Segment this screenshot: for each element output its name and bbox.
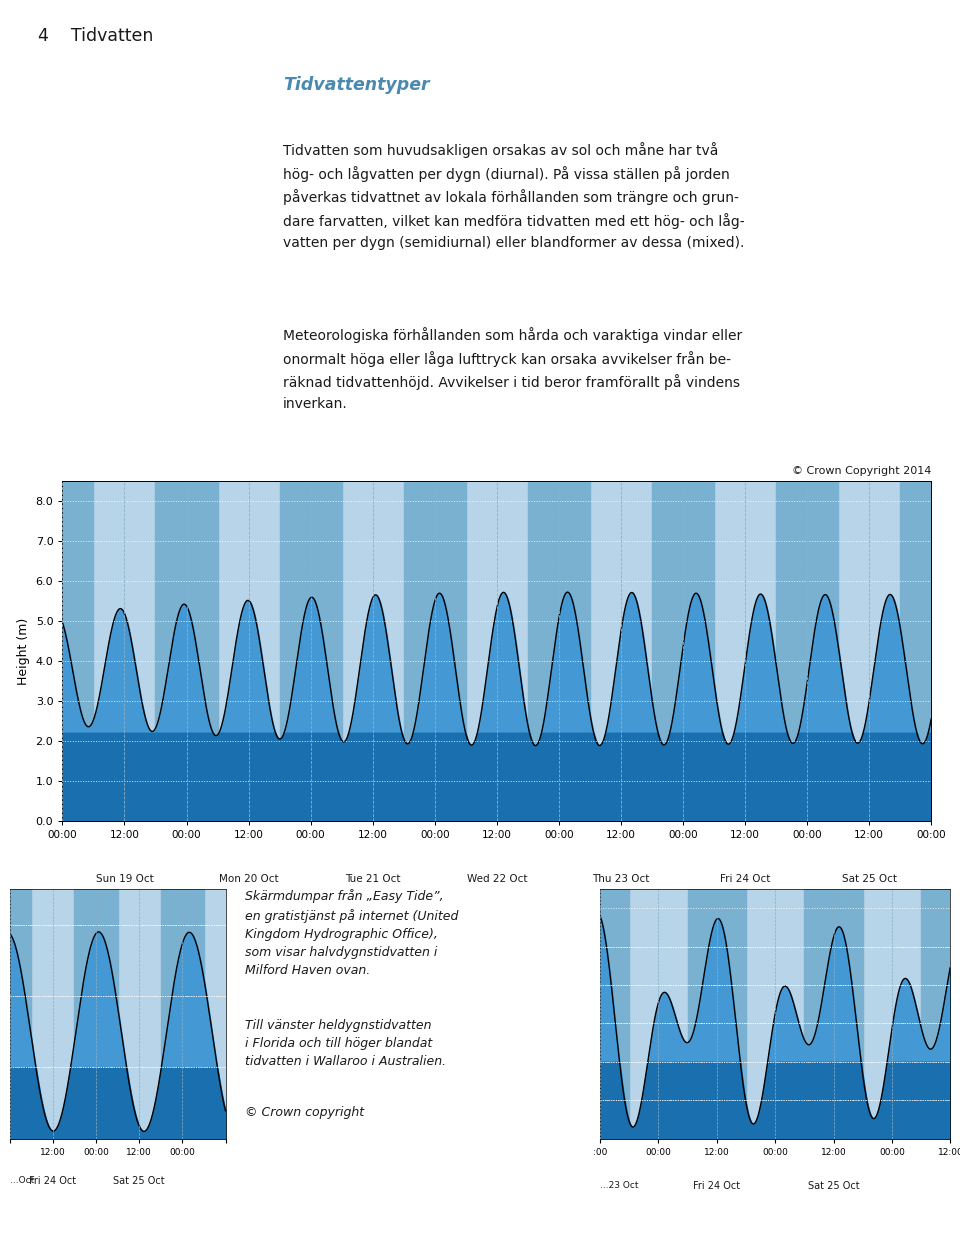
- Text: 4    Tidvatten: 4 Tidvatten: [38, 26, 154, 45]
- Text: ...23 Oct: ...23 Oct: [600, 1181, 638, 1190]
- Bar: [528, 481, 589, 821]
- Text: Fri 24 Oct: Fri 24 Oct: [693, 1181, 740, 1191]
- Text: © Crown copyright: © Crown copyright: [245, 1106, 364, 1119]
- Bar: [652, 481, 714, 821]
- Text: Sun 19 Oct: Sun 19 Oct: [96, 874, 154, 884]
- Bar: [279, 481, 342, 821]
- Y-axis label: Height (m): Height (m): [17, 617, 30, 685]
- Text: Mon 20 Oct: Mon 20 Oct: [219, 874, 278, 884]
- Bar: [156, 481, 218, 821]
- Text: Sat 25 Oct: Sat 25 Oct: [113, 1176, 165, 1186]
- Text: Skärmdumpar från „Easy Tide”,
en gratistjänst på internet (United
Kingdom Hydrog: Skärmdumpar från „Easy Tide”, en gratist…: [245, 889, 458, 976]
- Text: Fri 24 Oct: Fri 24 Oct: [720, 874, 770, 884]
- Text: © Crown Copyright 2014: © Crown Copyright 2014: [792, 466, 931, 476]
- Text: Sat 25 Oct: Sat 25 Oct: [807, 1181, 859, 1191]
- Text: Sat 25 Oct: Sat 25 Oct: [842, 874, 897, 884]
- Text: Tue 21 Oct: Tue 21 Oct: [345, 874, 400, 884]
- Bar: [75, 889, 118, 1139]
- Text: Thu 23 Oct: Thu 23 Oct: [592, 874, 650, 884]
- Bar: [922, 889, 950, 1139]
- Text: Till vänster heldygnstidvatten
i Florida och till höger blandat
tidvatten i Wall: Till vänster heldygnstidvatten i Florida…: [245, 1019, 446, 1067]
- Bar: [900, 481, 931, 821]
- Bar: [62, 481, 93, 821]
- Bar: [404, 481, 466, 821]
- Text: Meteorologiska förhållanden som hårda och varaktiga vindar eller
onormalt höga e: Meteorologiska förhållanden som hårda oc…: [283, 327, 742, 410]
- Bar: [687, 889, 746, 1139]
- Bar: [776, 481, 838, 821]
- Bar: [804, 889, 863, 1139]
- Bar: [161, 889, 204, 1139]
- Text: Wed 22 Oct: Wed 22 Oct: [467, 874, 527, 884]
- Text: Tidvattentyper: Tidvattentyper: [283, 76, 430, 95]
- Text: Fri 24 Oct: Fri 24 Oct: [29, 1176, 77, 1186]
- Bar: [10, 889, 31, 1139]
- Bar: [600, 889, 629, 1139]
- Text: Tidvatten som huvudsakligen orsakas av sol och måne har två
hög- och lågvatten p: Tidvatten som huvudsakligen orsakas av s…: [283, 142, 745, 249]
- Text: ...Oct: ...Oct: [10, 1176, 34, 1185]
